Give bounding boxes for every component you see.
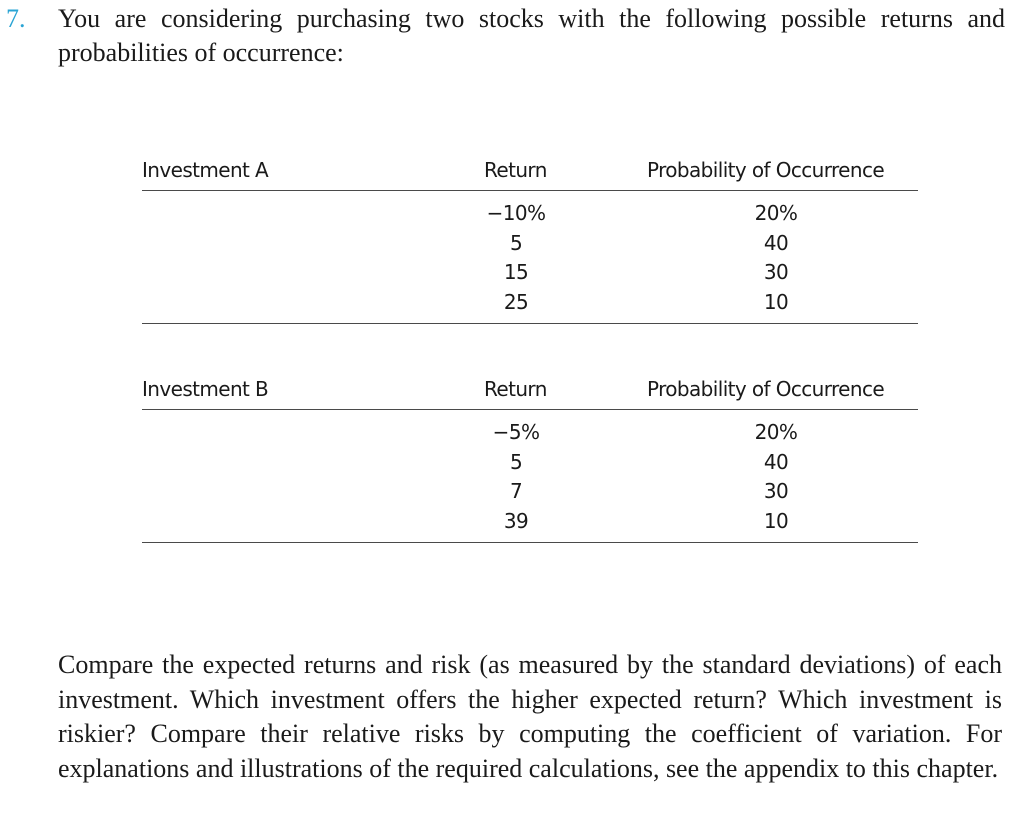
return-cell: 5 bbox=[509, 449, 523, 474]
question-number: 7. bbox=[6, 4, 26, 33]
table-body: −5% 20% 5 40 7 30 39 10 bbox=[142, 410, 918, 543]
table-row: −10% 20% bbox=[142, 201, 918, 231]
probability-header: Probability of Occurrence bbox=[647, 377, 885, 401]
investment-a-table: Investment A Return Probability of Occur… bbox=[142, 156, 918, 324]
probability-cell: 30 bbox=[763, 479, 789, 503]
table-header: Investment A Return Probability of Occur… bbox=[142, 156, 918, 191]
probability-cell: 30 bbox=[763, 260, 789, 284]
table-row: 25 10 bbox=[142, 290, 918, 320]
question-intro: You are considering purchasing two stock… bbox=[58, 4, 1005, 67]
table-row: 15 30 bbox=[142, 260, 918, 290]
table-header: Investment B Return Probability of Occur… bbox=[142, 375, 918, 410]
return-cell: −5% bbox=[492, 420, 540, 444]
return-cell: 5 bbox=[509, 230, 523, 255]
probability-cell: 20% bbox=[754, 201, 798, 225]
investment-name: Investment A bbox=[142, 158, 269, 182]
table-row: 39 10 bbox=[142, 509, 918, 539]
return-cell: −10% bbox=[486, 201, 546, 225]
table-row: 5 40 bbox=[142, 450, 918, 480]
investment-b-table: Investment B Return Probability of Occur… bbox=[142, 375, 918, 543]
table-row: 7 30 bbox=[142, 479, 918, 509]
return-cell: 7 bbox=[509, 479, 523, 503]
probability-header: Probability of Occurrence bbox=[647, 158, 885, 182]
probability-cell: 10 bbox=[763, 508, 789, 533]
probability-cell: 10 bbox=[763, 289, 789, 314]
investment-name: Investment B bbox=[142, 377, 269, 401]
question-prompt: Compare the expected returns and risk (a… bbox=[58, 650, 1002, 783]
question-block: 7. You are considering purchasing two st… bbox=[0, 2, 1005, 70]
return-cell: 25 bbox=[503, 289, 529, 314]
probability-cell: 20% bbox=[754, 420, 798, 444]
probability-cell: 40 bbox=[763, 449, 789, 474]
table-body: −10% 20% 5 40 15 30 25 10 bbox=[142, 191, 918, 324]
return-cell: 15 bbox=[503, 260, 529, 284]
table-row: −5% 20% bbox=[142, 420, 918, 450]
return-header: Return bbox=[484, 158, 547, 182]
return-cell: 39 bbox=[503, 508, 529, 533]
table-row: 5 40 bbox=[142, 231, 918, 261]
probability-cell: 40 bbox=[763, 230, 789, 255]
return-header: Return bbox=[484, 377, 547, 401]
